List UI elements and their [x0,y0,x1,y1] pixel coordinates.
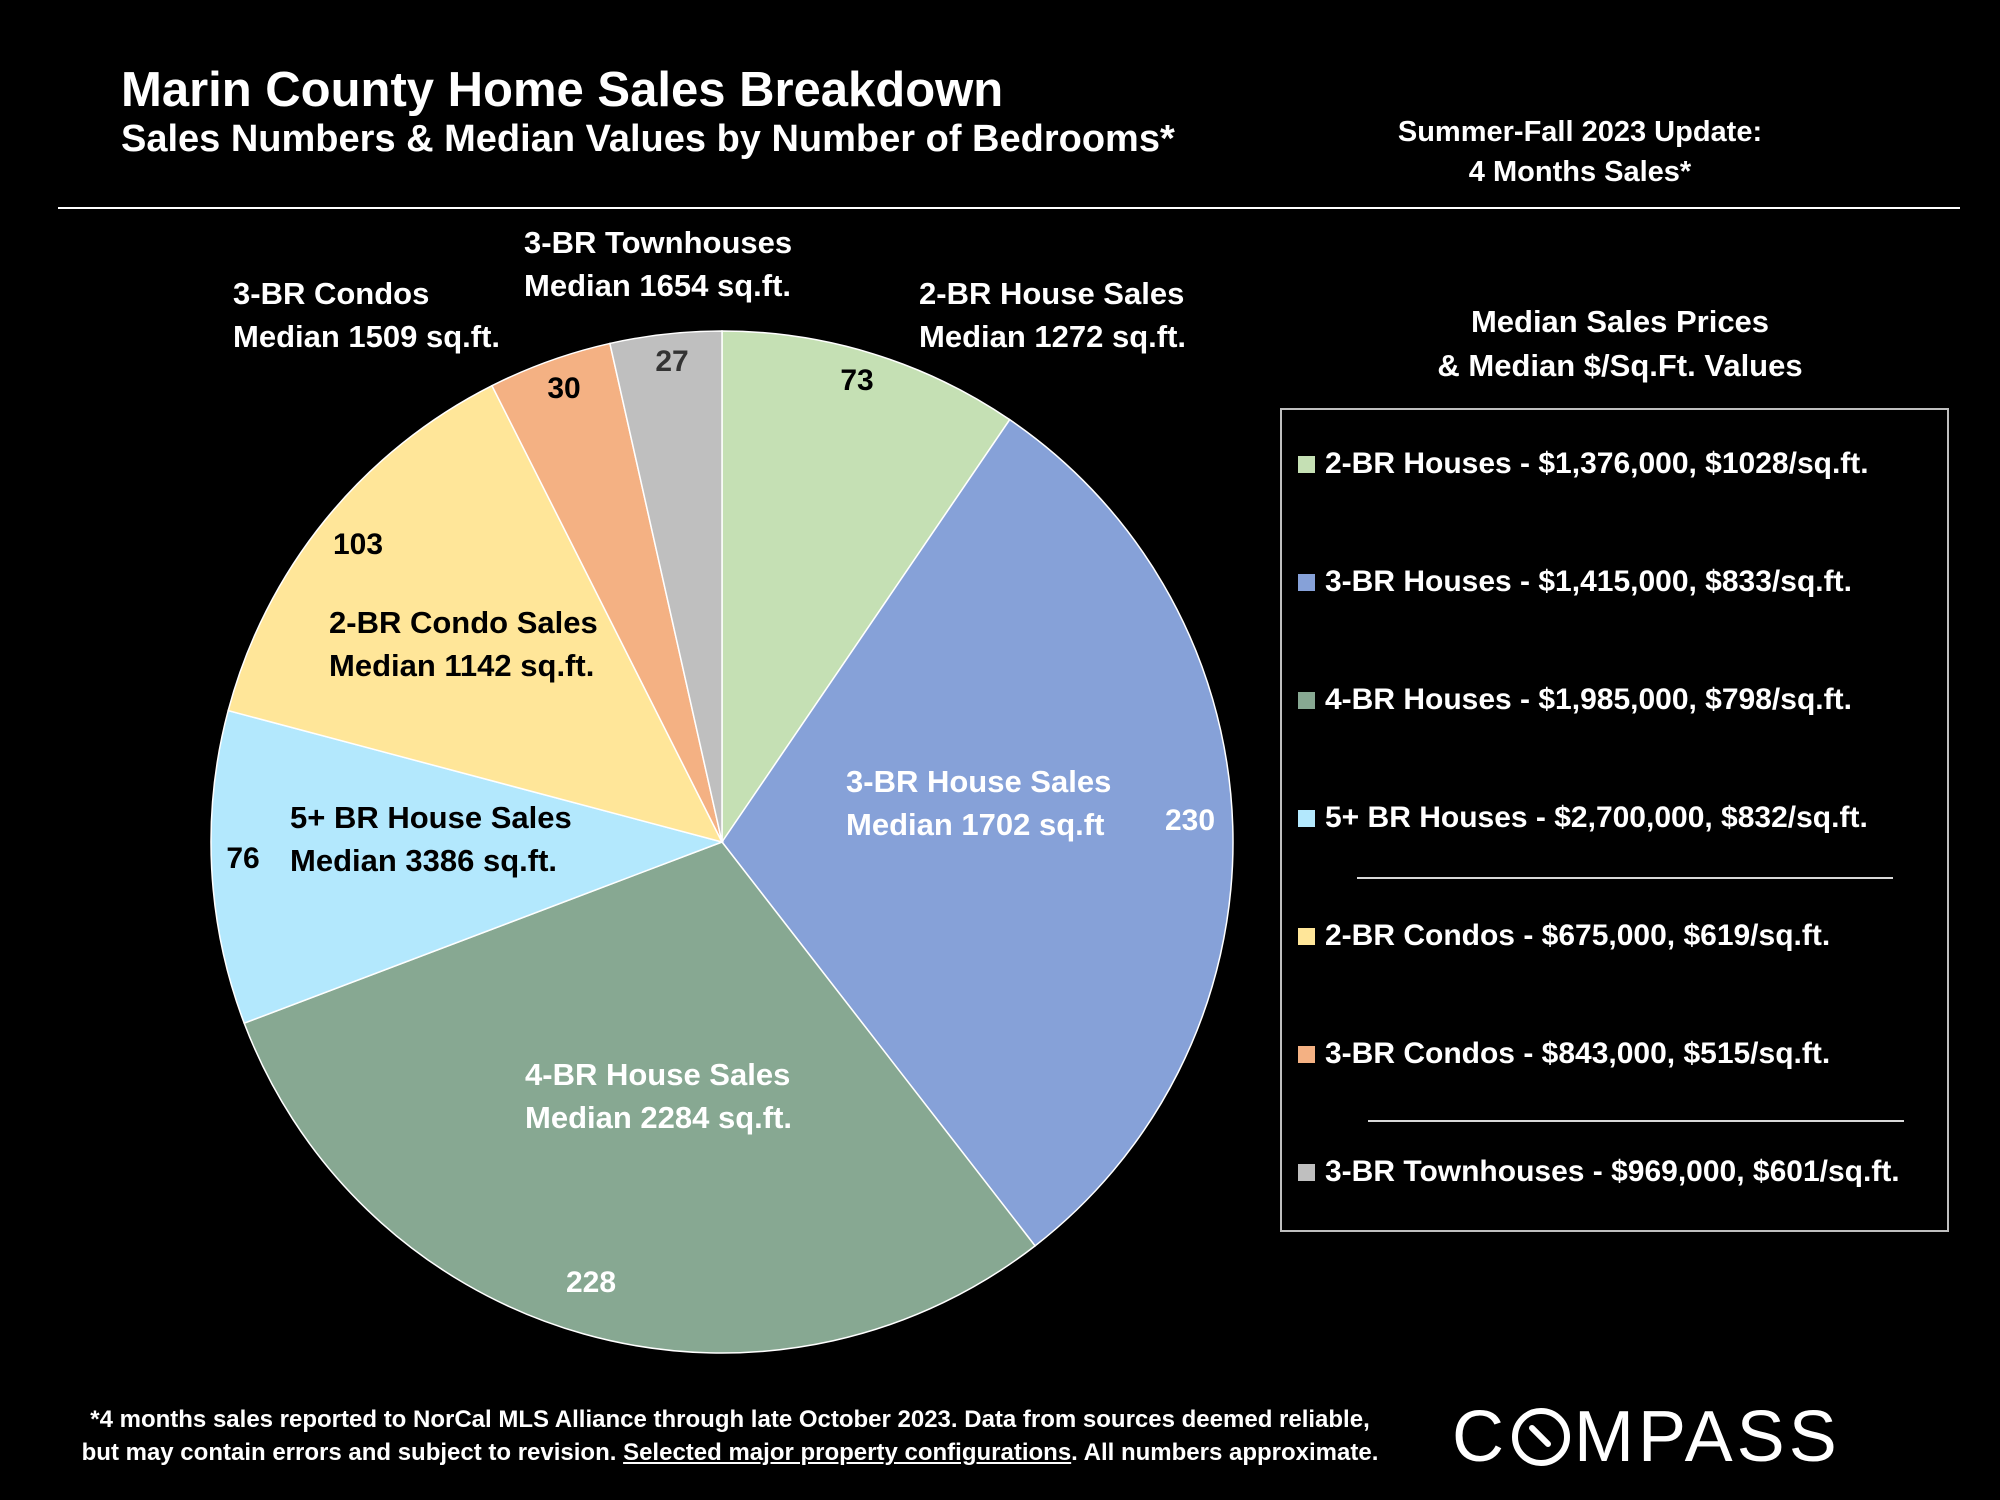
legend-item-2br-condos: 2-BR Condos - $675,000, $619/sq.ft. [1298,919,1830,953]
logo-letters: MPASS [1574,1397,1841,1477]
pie-value-label: 27 [655,345,688,378]
pie-category-label: 2-BR Condo Sales Median 1142 sq.ft. [329,605,598,683]
legend-item-label: 2-BR Condos - $675,000, $619/sq.ft. [1325,919,1831,952]
legend-item-label: 2-BR Houses - $1,376,000, $1028/sq.ft. [1325,447,1869,480]
legend-box [1280,408,1949,1232]
legend-swatch [1298,455,1315,473]
pie-value-label: 230 [1165,804,1215,837]
legend-swatch [1298,1045,1315,1063]
page-title: Marin County Home Sales Breakdown [121,63,1004,117]
legend-item-label: 3-BR Condos - $843,000, $515/sq.ft. [1325,1037,1831,1070]
pie-slice [210,709,725,1025]
pie-value-label: 73 [840,364,873,397]
pie-slice [227,384,724,844]
legend-swatch [1298,573,1315,591]
pie-category-label: 2-BR House Sales Median 1272 sq.ft. [919,276,1186,354]
compass-logo: C MPASS [1452,1396,1841,1478]
pie-category-label-line: 2-BR Condo Sales [329,605,598,640]
update-note-line2: 4 Months Sales* [1468,156,1692,188]
footnote-link[interactable]: Selected major property configurations [623,1439,1072,1466]
legend-item-3br-townhouses: 3-BR Townhouses - $969,000, $601/sq.ft. [1298,1155,1900,1189]
pie-category-label: 3-BR Condos Median 1509 sq.ft. [233,276,500,354]
pie-category-label-line: 3-BR House Sales [846,764,1111,799]
pie-value-label: 228 [566,1266,616,1299]
logo-letter: C [1452,1397,1508,1477]
update-note-line1: Summer-Fall 2023 Update: [1397,116,1763,148]
legend-item-5br-houses: 5+ BR Houses - $2,700,000, $832/sq.ft. [1298,801,1868,835]
pie-category-label-line: Median 3386 sq.ft. [290,843,557,878]
legend-title-line2: & Median $/Sq.Ft. Values [1437,348,1803,383]
footnote-line2: but may contain errors and subject to re… [60,1436,1400,1469]
update-note: Summer-Fall 2023 Update: 4 Months Sales* [1345,112,1815,192]
compass-needle-icon [1512,1408,1570,1466]
legend-swatch [1298,1163,1315,1181]
pie-slice [721,330,1011,845]
legend-item-label: 3-BR Townhouses - $969,000, $601/sq.ft. [1325,1155,1900,1188]
legend-separator [1357,877,1893,879]
legend-separator [1368,1120,1904,1122]
pie-category-label: 3-BR Townhouses Median 1654 sq.ft. [524,225,792,303]
legend-item-3br-houses: 3-BR Houses - $1,415,000, $833/sq.ft. [1298,565,1852,599]
pie-category-label: 4-BR House Sales Median 2284 sq.ft. [525,1057,792,1135]
pie-slice [721,418,1234,1247]
legend-swatch [1298,691,1315,709]
pie-slice [608,330,723,843]
legend-item-2br-houses: 2-BR Houses - $1,376,000, $1028/sq.ft. [1298,447,1869,481]
legend-item-4br-houses: 4-BR Houses - $1,985,000, $798/sq.ft. [1298,683,1852,717]
pie-category-label-line: 4-BR House Sales [525,1057,790,1092]
pie-category-label: 3-BR House Sales Median 1702 sq.ft [846,764,1111,842]
pie-category-label-line: Median 1654 sq.ft. [524,268,791,303]
legend-item-label: 5+ BR Houses - $2,700,000, $832/sq.ft. [1325,801,1868,834]
pie-value-label: 76 [226,842,259,875]
pie-category-label-line: 3-BR Condos [233,276,429,311]
legend-item-3br-condos: 3-BR Condos - $843,000, $515/sq.ft. [1298,1037,1830,1071]
footnote: *4 months sales reported to NorCal MLS A… [60,1403,1400,1469]
pie-category-label-line: 3-BR Townhouses [524,225,792,260]
legend-title-line1: Median Sales Prices [1470,304,1770,339]
footnote-text: . All numbers approximate. [1071,1439,1379,1466]
pie-category-label-line: Median 1272 sq.ft. [919,319,1186,354]
legend-item-label: 3-BR Houses - $1,415,000, $833/sq.ft. [1325,565,1852,598]
pie-category-label-line: 2-BR House Sales [919,276,1184,311]
pie-value-label: 30 [547,372,580,405]
pie-category-label-line: Median 1142 sq.ft. [329,648,594,683]
legend-item-label: 4-BR Houses - $1,985,000, $798/sq.ft. [1325,683,1852,716]
footnote-text: but may contain errors and subject to re… [81,1439,624,1466]
pie-category-label-line: Median 1702 sq.ft [846,807,1104,842]
pie-category-label-line: Median 2284 sq.ft. [525,1100,792,1135]
footnote-line1: *4 months sales reported to NorCal MLS A… [90,1406,1370,1433]
pie-category-label: 5+ BR House Sales Median 3386 sq.ft. [290,800,572,878]
pie-value-label: 103 [333,528,383,561]
pie-slice [243,841,1037,1354]
page-subtitle: Sales Numbers & Median Values by Number … [121,118,1175,160]
legend-swatch [1298,809,1315,827]
header-divider [58,207,1960,209]
pie-category-label-line: Median 1509 sq.ft. [233,319,500,354]
legend-swatch [1298,927,1315,945]
legend-title: Median Sales Prices & Median $/Sq.Ft. Va… [1370,300,1870,388]
pie-category-label-line: 5+ BR House Sales [290,800,572,835]
